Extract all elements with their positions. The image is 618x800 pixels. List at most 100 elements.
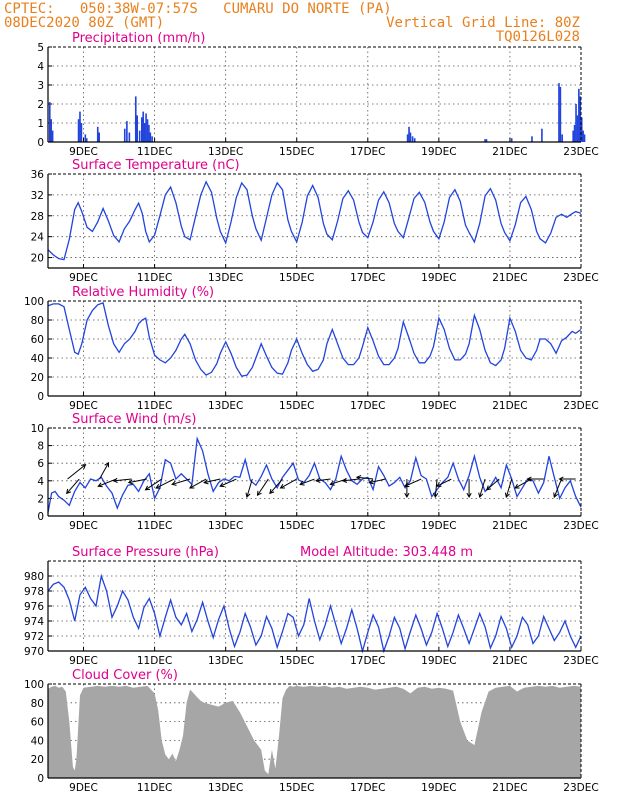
pres-title: Surface Pressure (hPa) xyxy=(72,545,219,560)
wind-arrow-head xyxy=(403,482,410,488)
rh-xtick-label: 15DEC xyxy=(279,400,314,412)
precip-ytick-label: 5 xyxy=(37,42,44,54)
precip-bar xyxy=(79,111,81,142)
precip-bar xyxy=(140,117,143,142)
precip-ytick-label: 4 xyxy=(37,61,44,73)
precip-bar xyxy=(406,134,409,142)
pres-xtick-label: 13DEC xyxy=(208,655,243,667)
pres-ytick-label: 974 xyxy=(24,616,44,628)
cloud-title: Cloud Cover (%) xyxy=(72,668,178,683)
precip-bar xyxy=(541,128,543,142)
wind-arrow-head xyxy=(81,463,87,469)
precip-bar xyxy=(558,83,560,142)
temp-ytick-label: 20 xyxy=(31,253,44,265)
wind-arrow xyxy=(145,478,162,491)
precip-bar xyxy=(580,117,583,142)
wind-arrow-head xyxy=(299,480,305,486)
precip-xtick-label: 19DEC xyxy=(421,146,456,158)
cloud-area xyxy=(48,685,581,778)
wind-arrow xyxy=(155,478,175,489)
precip-bar xyxy=(50,119,53,142)
pres-ytick-label: 972 xyxy=(24,631,44,643)
wind-arrow xyxy=(67,464,86,480)
wind-arrow xyxy=(369,478,386,484)
wind-arrow-head xyxy=(155,484,161,489)
rh-xtick-label: 19DEC xyxy=(421,400,456,412)
wind-arrow-head xyxy=(433,492,439,499)
precip-bar xyxy=(561,134,563,142)
wind-title: Surface Wind (m/s) xyxy=(72,412,196,427)
rh-ytick-label: 20 xyxy=(31,372,44,384)
wind-arrow xyxy=(269,478,283,494)
precip-bar xyxy=(575,104,577,142)
wind-arrow-head xyxy=(269,488,275,495)
precip-bar xyxy=(510,138,513,142)
wind-arrow xyxy=(356,476,374,480)
wind-arrow xyxy=(514,478,532,489)
cloud-ytick-label: 60 xyxy=(31,717,44,729)
wind-xtick-label: 23DEC xyxy=(563,520,598,532)
wind-arrow-head xyxy=(104,461,109,468)
precip-xtick-label: 9DEC xyxy=(69,146,98,158)
cloud-xtick-label: 21DEC xyxy=(492,782,527,794)
wind-arrow-head xyxy=(171,480,177,486)
precip-bar xyxy=(484,139,486,142)
precip-bar xyxy=(128,132,131,142)
wind-arrow xyxy=(299,478,315,485)
wind-arrow-head xyxy=(355,475,362,481)
header: CPTEC: 050:38W-07:57S CUMARU DO NORTE (P… xyxy=(4,1,580,45)
wind-arrow xyxy=(171,478,191,485)
rh-ytick-label: 40 xyxy=(31,353,44,365)
precip-bar xyxy=(85,138,88,142)
wind-arrow xyxy=(479,478,486,498)
precip-bar xyxy=(48,102,51,142)
precip-bar xyxy=(84,134,87,142)
wind-arrow-head xyxy=(256,490,262,497)
wind-ytick-label: 8 xyxy=(37,441,44,453)
wind-arrow-head xyxy=(203,479,209,485)
pres-xtick-label: 17DEC xyxy=(350,655,385,667)
precip-xtick-label: 13DEC xyxy=(208,146,243,158)
wind-arrow-head xyxy=(315,477,321,483)
precip-bar xyxy=(80,123,83,142)
precip-ytick-label: 3 xyxy=(37,80,44,92)
cloud-xtick-label: 19DEC xyxy=(421,782,456,794)
temp-panel: Surface Temperature (nC) 9DEC 11DEC 13DEC 15… xyxy=(31,158,599,284)
wind-arrow-head xyxy=(404,492,410,499)
wind-arrow-head xyxy=(188,483,195,489)
wind-xtick-label: 17DEC xyxy=(350,520,385,532)
temp-xtick-label: 17DEC xyxy=(350,272,385,284)
wind-arrow xyxy=(316,478,331,482)
pres-xtick-label: 23DEC xyxy=(563,655,598,667)
wind-arrow-head xyxy=(478,492,484,498)
wind-arrow xyxy=(246,478,253,498)
wind-xtick-label: 11DEC xyxy=(137,520,172,532)
temp-xtick-label: 13DEC xyxy=(208,272,243,284)
temp-ytick-label: 24 xyxy=(31,232,45,244)
pres-ytick-label: 976 xyxy=(24,601,44,613)
precip-xtick-label: 15DEC xyxy=(279,146,314,158)
wind-arrow xyxy=(553,478,562,498)
precip-bar xyxy=(145,113,147,142)
precip-bar xyxy=(51,130,54,142)
cloud-xtick-label: 11DEC xyxy=(137,782,172,794)
temp-line xyxy=(47,180,582,261)
wind-arrow-head xyxy=(553,492,559,498)
precip-bar xyxy=(573,124,576,142)
cloud-xtick-label: 9DEC xyxy=(69,782,98,794)
wind-ytick-label: 10 xyxy=(31,423,44,435)
precip-bar xyxy=(583,134,586,142)
rh-ytick-label: 60 xyxy=(31,334,44,346)
wind-arrow xyxy=(257,478,269,496)
pres-ytick-label: 970 xyxy=(24,646,44,658)
cloud-ytick-label: 100 xyxy=(24,679,44,691)
precip-bar xyxy=(149,132,152,142)
wind-arrow xyxy=(280,478,297,489)
pres-ytick-label: 978 xyxy=(24,586,44,598)
wind-xtick-label: 19DEC xyxy=(421,520,456,532)
wind-ytick-label: 4 xyxy=(37,476,44,488)
wind-arrow-head xyxy=(66,488,72,495)
pres-panel: Surface Pressure (hPa) Model Altitude: 30… xyxy=(24,545,599,667)
wind-arrow xyxy=(434,478,438,498)
rh-xtick-label: 17DEC xyxy=(350,400,385,412)
